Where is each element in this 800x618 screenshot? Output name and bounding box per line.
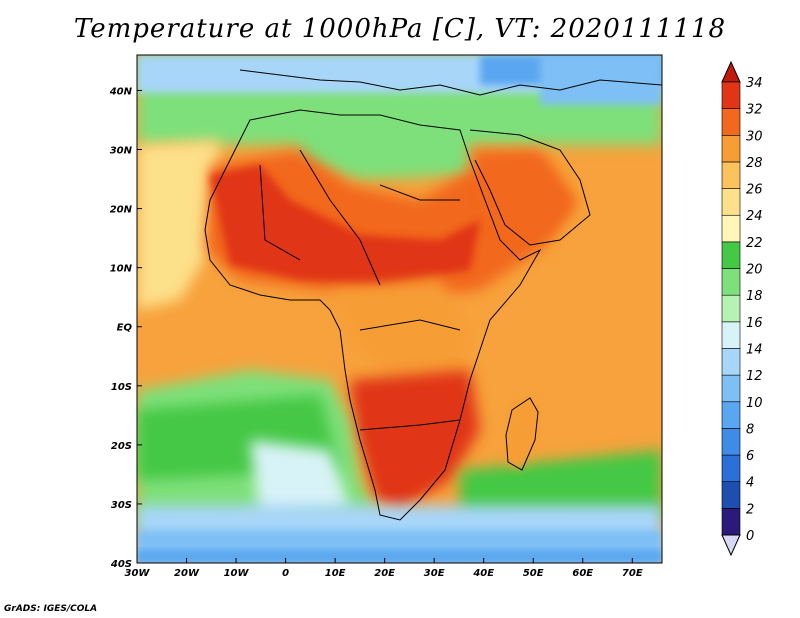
lon-tick-label: 0 xyxy=(282,568,289,579)
colorbar-level-label: 2 xyxy=(746,502,754,517)
madagascar-warm xyxy=(505,395,540,470)
south-atlantic-pale xyxy=(250,440,350,520)
colorbar-level-label: 6 xyxy=(746,449,754,464)
lat-tick-label: 40S xyxy=(110,559,132,570)
colorbar-level-label: 14 xyxy=(746,342,763,357)
lat-tick-label: 10S xyxy=(111,382,132,393)
colorbar-box xyxy=(721,348,741,376)
colorbar-level-label: 28 xyxy=(746,156,763,171)
coastlines xyxy=(204,69,662,521)
arabia-hot xyxy=(470,150,575,240)
country-border-1 xyxy=(299,149,381,286)
colorbar-level-label: 16 xyxy=(746,316,763,331)
colorbar-box xyxy=(721,161,741,189)
colorbar-level-label: 32 xyxy=(746,103,763,118)
colorbar-box xyxy=(721,508,741,536)
axis-ticks: 30W 20W 10W 0 10E 20E 30E 40E 50E 60E 70E 40N 30N 20N… xyxy=(109,86,643,579)
lon-tick-label: 30E xyxy=(424,568,445,579)
lon-tick-label: 50E xyxy=(523,568,544,579)
lon-tick-label: 20W xyxy=(174,568,200,579)
colorbar-box xyxy=(721,401,741,429)
lat-tick-label: 20N xyxy=(110,205,133,216)
colorbar-level-label: 10 xyxy=(746,396,763,411)
colorbar-level-label: 22 xyxy=(746,236,763,251)
colorbar-level-label: 20 xyxy=(746,263,763,278)
lat-tick-label: 20S xyxy=(111,441,132,452)
central-africa xyxy=(330,280,470,380)
lat-tick-label: 30S xyxy=(111,500,132,511)
grads-credit: GrADS: IGES/COLA xyxy=(4,604,98,614)
map-title: Temperature at 1000hPa [C], VT: 20201111… xyxy=(73,14,727,44)
lon-tick-label: 30W xyxy=(125,568,151,579)
colorbar-level-label: 8 xyxy=(746,422,754,437)
colorbar-level-label: 30 xyxy=(746,129,763,144)
colorbar-bottom-arrow xyxy=(721,534,741,557)
colorbar-box xyxy=(721,214,741,243)
field-layer xyxy=(137,55,662,563)
lon-tick-label: 60E xyxy=(572,568,593,579)
colorbar-level-label: 4 xyxy=(746,476,754,491)
lon-tick-label: 70E xyxy=(622,568,643,579)
country-border-4 xyxy=(359,419,461,431)
lon-tick-label: 10W xyxy=(224,568,250,579)
colorbar-level-label: 12 xyxy=(746,369,763,384)
colorbar-box xyxy=(721,454,741,483)
lat-tick-label: 10N xyxy=(110,264,133,275)
madagascar-coastline xyxy=(505,397,539,471)
lat-tick-label: EQ xyxy=(117,323,133,334)
country-border-2 xyxy=(379,184,460,201)
sahel-very-hot xyxy=(210,165,480,285)
colorbar-box xyxy=(721,108,741,136)
colorbar-box xyxy=(721,241,741,269)
country-border-5 xyxy=(259,164,301,261)
lon-tick-label: 10E xyxy=(325,568,346,579)
colorbar-box xyxy=(721,81,741,109)
colorbar-box xyxy=(721,481,741,509)
europe-coastline xyxy=(239,69,662,96)
plot-frame xyxy=(136,54,663,564)
colorbar-box xyxy=(721,321,741,349)
africa-coastline xyxy=(204,109,542,521)
colorbar-box xyxy=(721,428,741,456)
colorbar-level-label: 26 xyxy=(746,183,763,198)
colorbar-top-arrow xyxy=(721,60,741,83)
colorbar-boxes xyxy=(721,60,741,557)
southern-africa-hot xyxy=(350,370,480,510)
colorbar-level-label: 34 xyxy=(746,76,763,91)
colorbar-box xyxy=(721,188,741,216)
lon-tick-label: 20E xyxy=(374,568,395,579)
sahara-cool xyxy=(300,105,470,180)
colorbar-box xyxy=(721,294,741,323)
lat-tick-label: 40N xyxy=(109,86,133,97)
colorbar-level-label: 0 xyxy=(746,529,754,544)
colorbar-box xyxy=(721,268,741,296)
colorbar-box xyxy=(721,134,741,163)
lon-tick-label: 40E xyxy=(472,568,494,579)
colorbar-level-label: 18 xyxy=(746,289,763,304)
colorbar-box xyxy=(721,374,741,403)
atlantic-yellow xyxy=(137,140,220,310)
colorbar-level-label: 24 xyxy=(746,209,763,224)
southern-ocean-deep xyxy=(137,550,662,563)
lat-tick-label: 30N xyxy=(110,146,133,157)
country-border-3 xyxy=(359,319,461,331)
arabia-coastline xyxy=(469,129,591,246)
